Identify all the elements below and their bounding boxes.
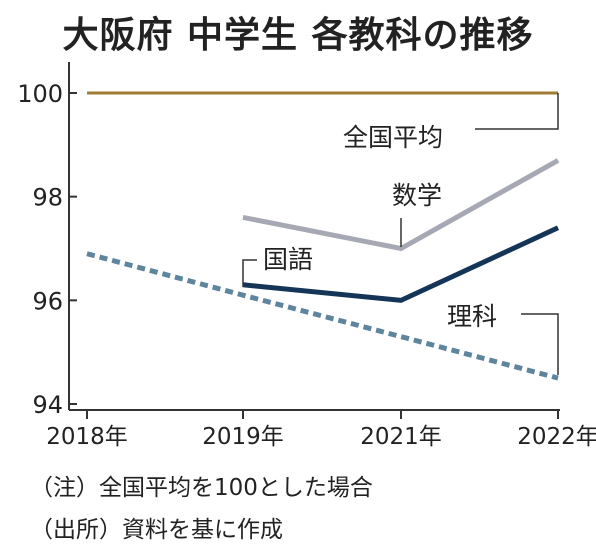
y-tick-label: 98 — [32, 184, 63, 212]
series-science — [86, 251, 559, 381]
series-label: 数学 — [392, 181, 442, 210]
series-layer — [86, 91, 560, 381]
x-tick-label: 2021年 — [360, 424, 442, 450]
y-tick-label: 100 — [17, 80, 63, 108]
series-label: 全国平均 — [343, 123, 443, 152]
label-leader-line — [242, 259, 257, 287]
axes: 94 96 98 100 2018年 2019年 2021年 2022年 — [17, 62, 596, 450]
y-tick-label: 96 — [32, 287, 63, 315]
x-tick-label: 2018年 — [46, 424, 128, 450]
label-leader-line — [475, 93, 559, 130]
series-math — [242, 158, 560, 252]
series-japanese — [242, 225, 560, 303]
y-tick-label: 94 — [32, 391, 63, 419]
chart-title: 大阪府 中学生 各教科の推移 — [62, 15, 534, 56]
series-label: 理科 — [447, 302, 497, 331]
x-tick-label: 2019年 — [202, 424, 284, 450]
series-label: 国語 — [263, 245, 313, 274]
label-leader-line — [521, 313, 559, 375]
note-base: （注）全国平均を100とした場合 — [30, 475, 373, 501]
note-source: （出所）資料を基に作成 — [30, 517, 283, 543]
x-tick-label: 2022年 — [517, 424, 596, 450]
